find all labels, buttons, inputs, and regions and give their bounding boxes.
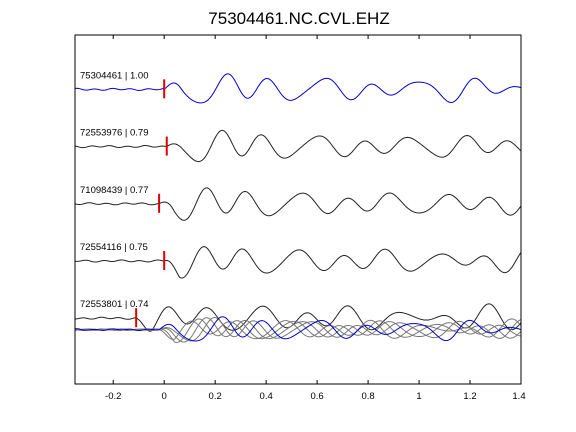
stack-reference-trace [75,316,521,342]
trace-label-72554116: 72554116 | 0.75 [80,242,148,253]
x-tick-label: 1.4 [512,391,525,402]
trace-71098439 [75,187,521,221]
overlay-layer: 75304461 | 1.00 72553976 | 0.79 71098439 |… [80,70,168,328]
x-tick-label: 0.6 [311,391,324,402]
trace-label-75304461: 75304461 | 1.00 [80,70,149,81]
trace-72554116 [75,246,521,279]
x-tick-label: 0.2 [209,391,222,402]
trace-75304461 [75,73,521,104]
chart-title: 75304461.NC.CVL.EHZ [208,9,389,28]
traces-layer [75,73,521,343]
trace-label-71098439: 71098439 | 0.77 [80,185,149,196]
x-tick-label: 1 [416,391,421,402]
x-tick-label: 0.4 [260,391,273,402]
stack-overlay-72554116 [75,318,521,343]
trace-72553976 [75,129,521,163]
x-axis: -0.2 0 0.2 0.4 0.6 0.8 1 1.2 1.4 [105,35,526,402]
trace-label-72553976: 72553976 | 0.79 [80,128,149,139]
x-tick-label: 1.2 [463,391,476,402]
x-tick-label: -0.2 [105,391,121,402]
x-tick-label: 0 [162,391,167,402]
trace-label-72553801: 72553801 | 0.74 [80,299,149,310]
x-tick-label: 0.8 [361,391,374,402]
trace-72553801 [75,303,521,332]
plot-frame [74,34,522,385]
